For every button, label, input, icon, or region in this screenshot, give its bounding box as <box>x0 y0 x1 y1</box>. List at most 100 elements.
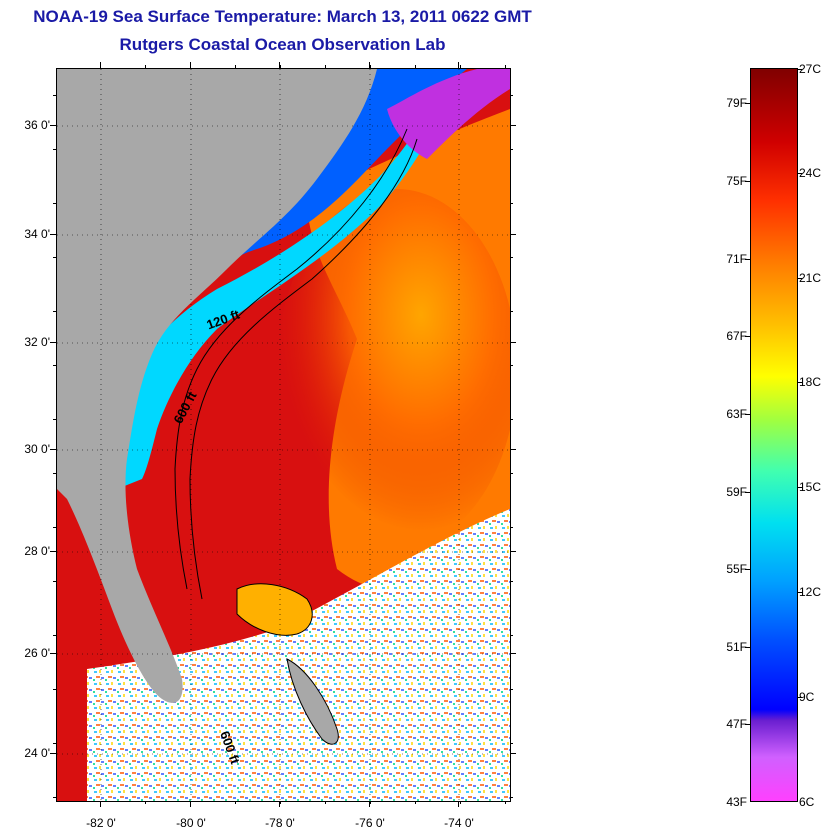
axis-tick <box>325 801 326 804</box>
axis-tick <box>369 62 370 68</box>
axis-tick <box>280 65 281 68</box>
axis-tick <box>460 801 461 804</box>
axis-tick <box>797 382 802 383</box>
axis-tick <box>53 635 56 636</box>
colorbar-c-label: 9C <box>799 690 815 704</box>
axis-tick <box>510 653 516 654</box>
colorbar-c-label: 15C <box>799 480 822 494</box>
colorbar-f-label: 67F <box>726 329 747 343</box>
axis-tick <box>797 592 802 593</box>
colorbar-f-label: 71F <box>726 252 747 266</box>
sst-map[interactable] <box>56 68 511 802</box>
axis-tick <box>53 419 56 420</box>
axis-tick <box>505 801 506 804</box>
sst-map-graphic <box>57 69 510 801</box>
axis-tick <box>510 581 513 582</box>
axis-tick <box>797 487 802 488</box>
axis-tick <box>797 278 802 279</box>
axis-tick <box>458 801 459 807</box>
bahama-bank <box>236 583 313 636</box>
axis-tick <box>279 62 280 68</box>
axis-tick <box>279 801 280 807</box>
lon-label: -76 0' <box>355 816 385 830</box>
axis-tick <box>145 65 146 68</box>
axis-tick <box>797 697 802 698</box>
axis-tick <box>745 492 750 493</box>
axis-tick <box>280 801 281 804</box>
axis-tick <box>190 801 191 804</box>
axis-tick <box>100 801 101 807</box>
axis-tick <box>510 203 513 204</box>
axis-tick <box>510 365 513 366</box>
axis-tick <box>50 342 56 343</box>
axis-tick <box>53 257 56 258</box>
lat-label: 34 0' <box>24 227 50 241</box>
map-title: NOAA-19 Sea Surface Temperature: March 1… <box>33 7 532 26</box>
land-mass <box>57 69 377 703</box>
graticule <box>57 69 510 801</box>
bahama-island <box>286 658 339 745</box>
axis-tick <box>53 527 56 528</box>
colorbar-f-label: 75F <box>726 174 747 188</box>
shelf-water <box>117 79 457 489</box>
axis-tick <box>53 473 56 474</box>
axis-tick <box>510 149 513 150</box>
axis-tick <box>190 65 191 68</box>
axis-tick <box>510 527 513 528</box>
lon-label: -74 0' <box>444 816 474 830</box>
axis-tick <box>53 311 56 312</box>
axis-tick <box>745 181 750 182</box>
axis-tick <box>415 801 416 804</box>
axis-tick <box>50 449 56 450</box>
lat-label: 28 0' <box>24 544 50 558</box>
axis-tick <box>53 689 56 690</box>
axis-tick <box>53 797 56 798</box>
axis-tick <box>100 801 101 804</box>
cloud-noise-region <box>87 509 510 801</box>
temperature-colorbar <box>750 68 798 802</box>
colorbar-f-label: 79F <box>726 96 747 110</box>
axis-tick <box>745 336 750 337</box>
axis-tick <box>510 234 516 235</box>
axis-tick <box>510 95 513 96</box>
colorbar-f-label: 43F <box>726 795 747 809</box>
axis-tick <box>415 65 416 68</box>
axis-tick <box>50 125 56 126</box>
colorbar-f-label: 55F <box>726 562 747 576</box>
colorbar-c-label: 24C <box>799 166 822 180</box>
colorbar-c-label: 18C <box>799 375 822 389</box>
axis-tick <box>370 801 371 804</box>
axis-tick <box>510 449 516 450</box>
colorbar-c-label: 12C <box>799 585 822 599</box>
contour-120ft <box>174 128 408 590</box>
axis-tick <box>510 419 513 420</box>
axis-tick <box>50 551 56 552</box>
axis-tick <box>797 69 802 70</box>
axis-tick <box>510 257 513 258</box>
map-subtitle: Rutgers Coastal Ocean Observation Lab <box>119 35 446 54</box>
colorbar-f-label: 59F <box>726 485 747 499</box>
axis-tick <box>510 473 513 474</box>
colorbar-c-label: 27C <box>799 62 822 76</box>
axis-tick <box>745 259 750 260</box>
axis-tick <box>50 653 56 654</box>
lon-label: -78 0' <box>265 816 295 830</box>
axis-tick <box>505 65 506 68</box>
lon-label: -80 0' <box>176 816 206 830</box>
colorbar-f-label: 63F <box>726 407 747 421</box>
axis-tick <box>53 365 56 366</box>
lat-label: 36 0' <box>24 118 50 132</box>
axis-tick <box>745 647 750 648</box>
axis-tick <box>235 65 236 68</box>
axis-tick <box>745 724 750 725</box>
axis-tick <box>325 65 326 68</box>
axis-tick <box>235 801 236 804</box>
colorbar-c-label: 21C <box>799 271 822 285</box>
axis-tick <box>190 801 191 807</box>
axis-tick <box>510 342 516 343</box>
axis-tick <box>53 95 56 96</box>
axis-tick <box>53 203 56 204</box>
axis-tick <box>797 173 802 174</box>
axis-tick <box>745 414 750 415</box>
axis-tick <box>53 149 56 150</box>
